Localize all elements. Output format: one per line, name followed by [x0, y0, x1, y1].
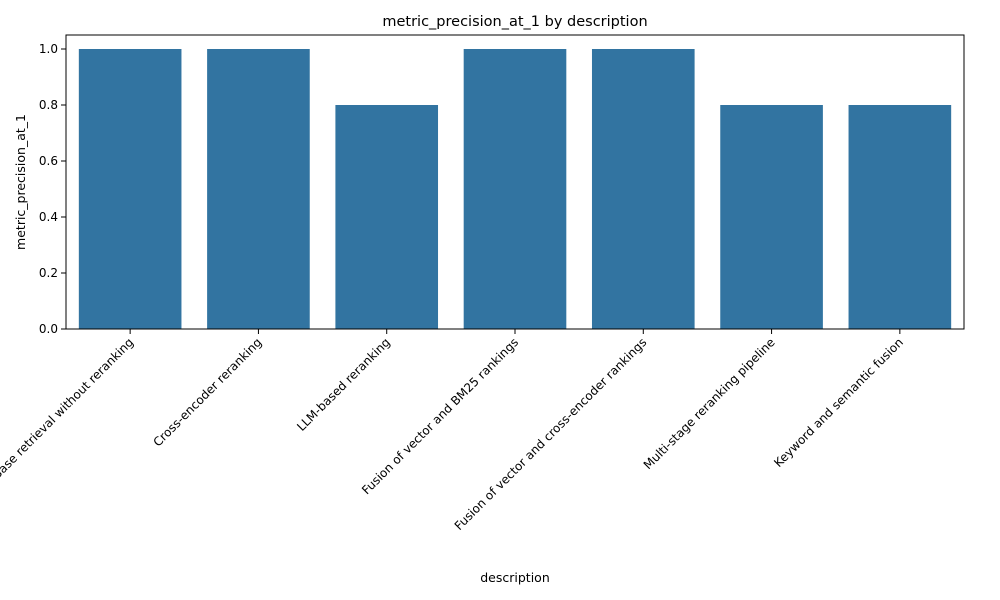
chart-title: metric_precision_at_1 by description	[382, 14, 647, 30]
x-axis: Base retrieval without reranking Cross-en…	[0, 329, 906, 533]
y-tick-label: 1.0	[39, 42, 58, 56]
x-tick-label: Cross-encoder reranking	[150, 335, 264, 449]
x-tick-label: Fusion of vector and BM25 rankings	[359, 335, 521, 497]
bar	[591, 49, 695, 329]
bar	[78, 49, 182, 329]
bar	[720, 105, 823, 329]
x-tick-label: Multi-stage reranking pipeline	[641, 335, 778, 472]
bar	[207, 49, 310, 329]
x-tick-label: Keyword and semantic fusion	[771, 335, 906, 470]
y-tick-label: 0.0	[39, 322, 58, 336]
bar	[463, 49, 567, 329]
x-axis-label: description	[480, 570, 550, 585]
y-tick-label: 0.4	[39, 210, 58, 224]
y-axis: 0.0 0.2 0.4 0.6 0.8 1.0	[39, 42, 66, 336]
bar	[848, 105, 952, 329]
bar	[335, 105, 439, 329]
x-tick-label: Base retrieval without reranking	[0, 335, 136, 482]
plot-frame	[65, 34, 965, 330]
y-tick-label: 0.8	[39, 98, 58, 112]
y-tick-label: 0.2	[39, 266, 58, 280]
x-tick-label: LLM-based reranking	[294, 335, 393, 434]
y-axis-label: metric_precision_at_1	[13, 114, 28, 250]
bars-group	[78, 49, 952, 329]
y-tick-label: 0.6	[39, 154, 58, 168]
